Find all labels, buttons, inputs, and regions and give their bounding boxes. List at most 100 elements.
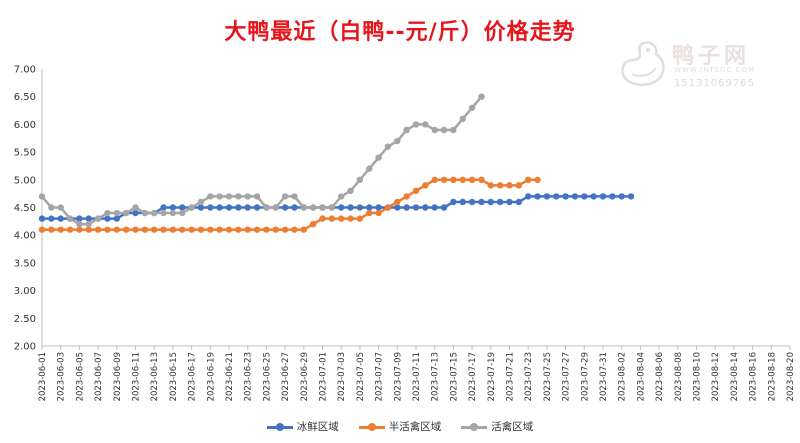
data-point: [422, 182, 429, 189]
data-point: [169, 226, 177, 233]
data-point: [197, 198, 205, 206]
data-point: [338, 193, 345, 200]
x-tick-label: 2023-06-19: [206, 352, 216, 401]
data-point: [309, 204, 317, 211]
data-point: [496, 182, 504, 189]
data-point: [403, 204, 410, 211]
data-point: [534, 193, 541, 200]
data-point: [319, 204, 326, 211]
series-line: [42, 195, 632, 220]
data-point: [581, 193, 588, 200]
watermark-brand: 鸭子网: [672, 44, 751, 69]
data-point: [104, 226, 111, 233]
data-point: [394, 204, 401, 211]
data-point: [244, 193, 251, 200]
x-tick-label: 2023-07-29: [580, 352, 590, 401]
data-point: [263, 204, 270, 211]
data-point: [440, 204, 448, 211]
x-tick-label: 2023-07-25: [543, 352, 553, 401]
data-point: [384, 204, 392, 211]
watermark: 鸭子网 WWW.INTEDC.COM 15131069765: [612, 36, 787, 96]
data-point: [571, 193, 579, 200]
data-point: [132, 209, 139, 217]
data-point: [599, 193, 607, 200]
data-point: [66, 215, 74, 222]
data-point: [309, 220, 317, 228]
x-tick-label: 2023-06-17: [188, 352, 198, 401]
watermark-url: WWW.INTEDC.COM: [674, 66, 756, 74]
chart-series: [38, 93, 635, 233]
x-axis-ticks: 2023-06-01 2023-06-03 2023-06-05 2023-06-07…: [38, 346, 796, 401]
data-point: [225, 204, 233, 211]
y-tick-label: 6.50: [14, 92, 36, 103]
x-tick-label: 2023-07-09: [393, 352, 403, 401]
x-tick-label: 2023-06-25: [262, 352, 272, 401]
x-tick-label: 2023-08-04: [636, 352, 646, 401]
data-point: [553, 193, 560, 200]
data-point: [328, 204, 336, 211]
x-tick-label: 2023-07-21: [506, 352, 516, 401]
legend-item: 活禽区域: [461, 419, 533, 434]
data-point: [216, 226, 223, 233]
y-tick-label: 7.00: [14, 65, 36, 76]
data-point: [188, 204, 195, 211]
data-point: [197, 204, 205, 211]
data-point: [356, 176, 364, 183]
data-point: [468, 198, 476, 206]
data-point: [253, 193, 261, 200]
data-point: [375, 209, 382, 217]
x-tick-label: 2023-07-17: [468, 352, 478, 401]
data-point: [281, 193, 289, 200]
data-point: [338, 204, 345, 211]
chart-legend: 冰鲜区域 半活禽区域 活禽区域: [0, 419, 800, 434]
data-point: [543, 193, 551, 200]
data-point: [169, 209, 177, 217]
data-point: [207, 226, 214, 233]
data-point: [609, 193, 616, 200]
legend-marker: [367, 422, 376, 431]
data-point: [104, 209, 111, 217]
data-point: [478, 198, 485, 206]
x-tick-label: 2023-07-01: [319, 352, 329, 401]
legend-label: 冰鲜区域: [296, 421, 339, 433]
x-tick-label: 2023-06-09: [113, 352, 123, 401]
data-point: [431, 126, 438, 134]
data-point: [450, 176, 457, 183]
legend-swatch: [266, 422, 293, 431]
y-tick-label: 6.00: [14, 120, 36, 131]
data-point: [151, 209, 158, 217]
data-point: [562, 193, 569, 200]
data-point: [347, 215, 354, 222]
data-point: [76, 215, 83, 222]
data-point: [506, 198, 513, 206]
chart-title: 大鸭最近（白鸭--元/斤）价格走势: [224, 20, 576, 45]
x-tick-label: 2023-07-19: [487, 352, 497, 401]
data-point: [468, 176, 476, 183]
data-point: [113, 215, 121, 222]
x-tick-label: 2023-06-07: [94, 352, 104, 401]
data-point: [506, 182, 513, 189]
data-point: [450, 198, 457, 206]
data-point: [375, 204, 382, 211]
data-point: [375, 154, 382, 161]
x-tick-label: 2023-08-12: [711, 352, 721, 401]
x-tick-label: 2023-08-14: [730, 352, 740, 401]
data-point: [38, 215, 46, 222]
data-point: [151, 226, 158, 233]
data-point: [459, 176, 466, 183]
x-tick-label: 2023-06-27: [281, 352, 291, 401]
data-point: [57, 204, 64, 211]
x-tick-label: 2023-07-15: [449, 352, 459, 401]
data-point: [366, 209, 373, 217]
data-point: [216, 204, 223, 211]
data-point: [188, 226, 195, 233]
y-tick-label: 2.50: [14, 314, 36, 325]
data-point: [122, 209, 130, 217]
data-point: [366, 165, 373, 172]
x-tick-label: 2023-07-07: [375, 352, 385, 401]
data-point: [94, 215, 102, 222]
x-tick-label: 2023-08-06: [655, 352, 665, 401]
data-point: [496, 198, 504, 206]
data-point: [618, 193, 625, 200]
data-point: [122, 226, 130, 233]
